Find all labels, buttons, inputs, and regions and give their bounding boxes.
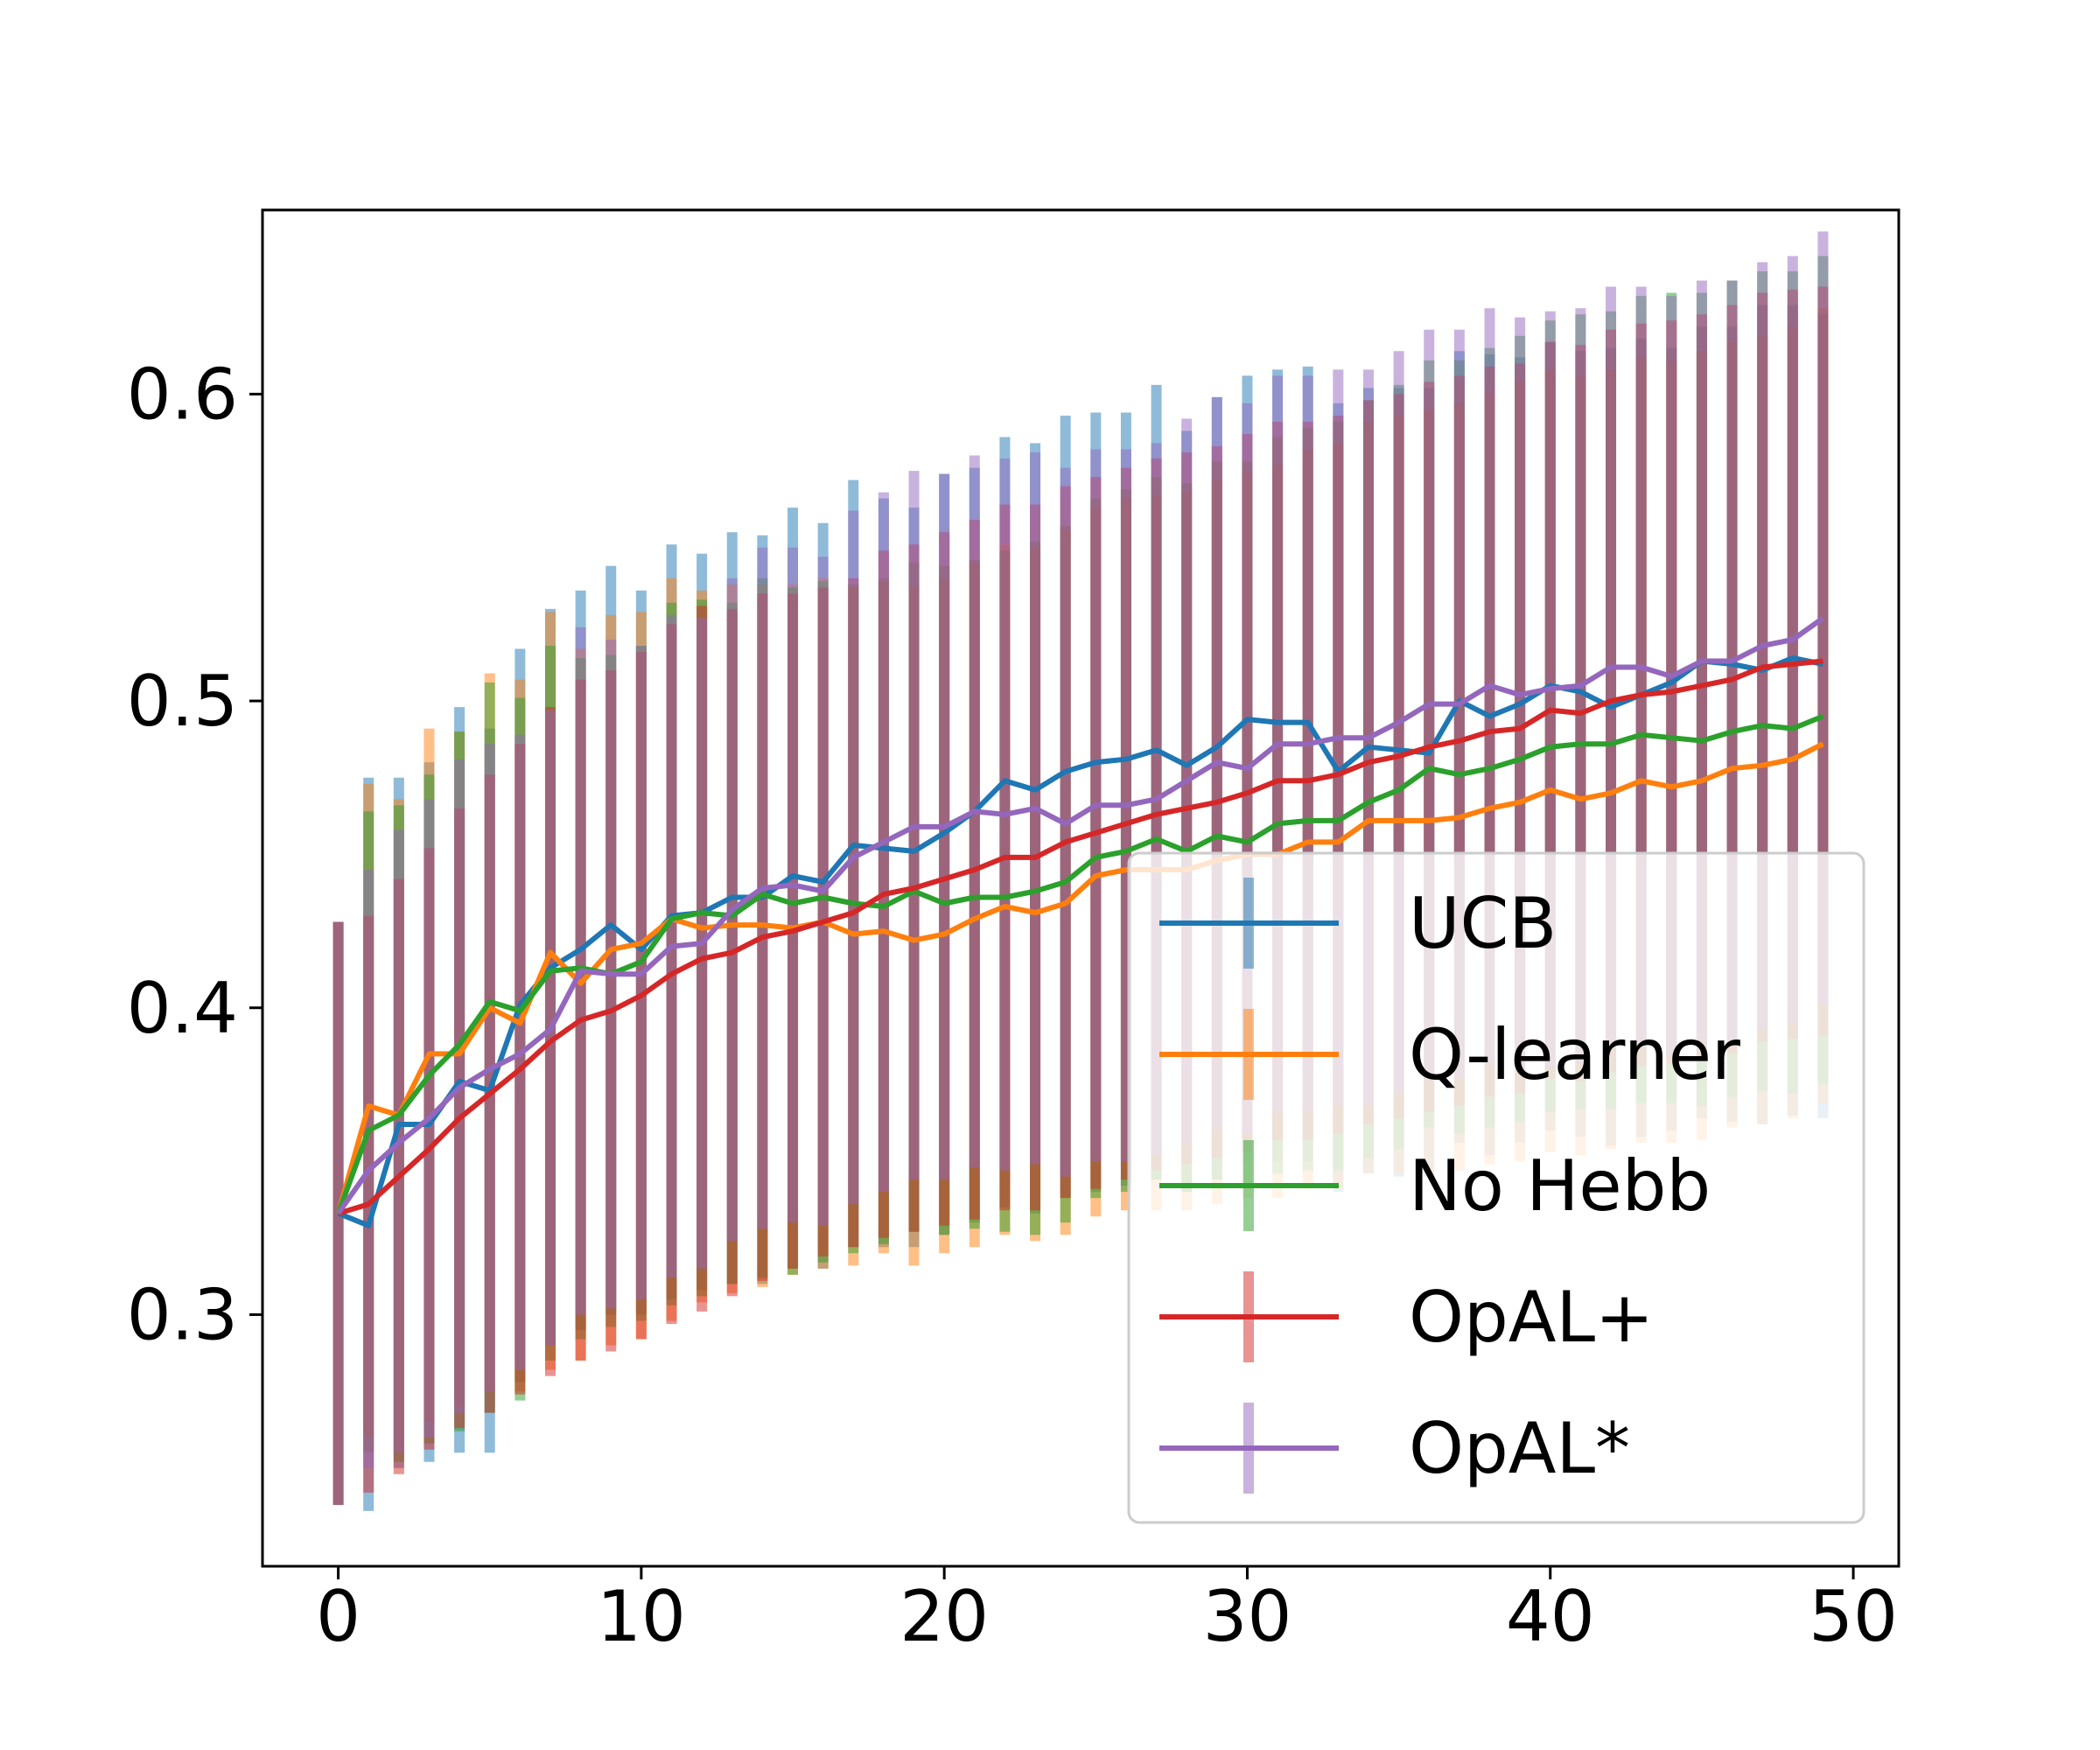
legend-label: OpAL* bbox=[1409, 1408, 1630, 1489]
legend-box bbox=[1127, 851, 1866, 1524]
x-tick-label: 50 bbox=[1809, 1576, 1898, 1657]
x-axis: 0 10 20 30 40 50 bbox=[316, 1566, 1898, 1657]
series-lines bbox=[335, 615, 1825, 1228]
series-line-1 bbox=[335, 741, 1824, 1214]
y-tick-label: 0.4 bbox=[127, 968, 238, 1049]
legend-label: OpAL+ bbox=[1409, 1277, 1654, 1358]
legend-label: UCB bbox=[1409, 883, 1557, 964]
legend-label: Q-learner bbox=[1409, 1014, 1740, 1096]
y-tick-label: 0.3 bbox=[127, 1274, 238, 1355]
legend-label: No Hebb bbox=[1409, 1145, 1711, 1227]
series-line-4 bbox=[336, 615, 1825, 1215]
y-tick-label: 0.5 bbox=[127, 661, 238, 742]
legend: UCB Q-learner No Hebb OpAL+ OpAL* bbox=[1127, 851, 1866, 1524]
x-tick-label: 10 bbox=[597, 1576, 686, 1657]
y-axis: 0.3 0.4 0.5 0.6 bbox=[127, 354, 262, 1355]
series-line-0 bbox=[337, 655, 1824, 1228]
plot-frame bbox=[261, 208, 1900, 1568]
y-tick-label: 0.6 bbox=[127, 354, 238, 435]
x-tick-label: 0 bbox=[316, 1576, 360, 1657]
series-line-3 bbox=[337, 658, 1824, 1216]
x-tick-label: 30 bbox=[1203, 1576, 1292, 1657]
x-tick-label: 20 bbox=[900, 1576, 989, 1657]
x-tick-label: 40 bbox=[1506, 1576, 1595, 1657]
